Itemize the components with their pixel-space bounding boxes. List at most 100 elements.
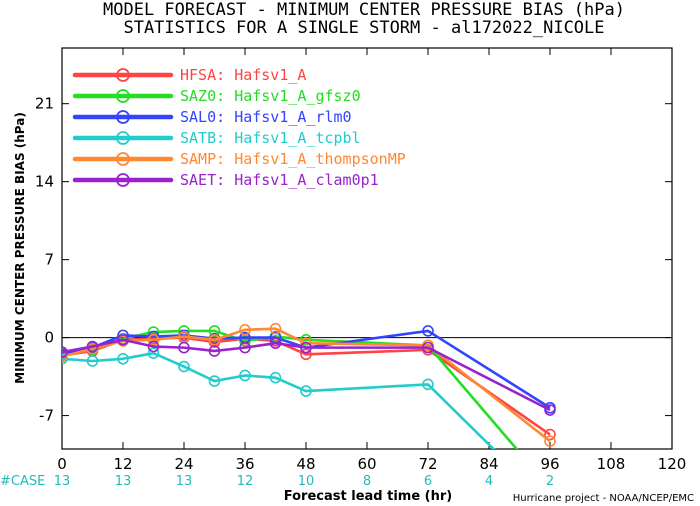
- y-tick-label: 7: [44, 251, 54, 269]
- case-count: 2: [546, 474, 554, 489]
- legend: HFSA: Hafsv1_A SAZ0: Hafsv1_A_gfsz0 SAL0: …: [72, 66, 406, 189]
- data-point: [544, 404, 556, 416]
- legend-series-name: SAZ0: [180, 87, 216, 105]
- legend-label: SAL0: Hafsv1_A_rlm0: [180, 108, 352, 126]
- legend-item-samp: SAMP: Hafsv1_A_thompsonMP: [72, 150, 406, 168]
- legend-marker: [116, 89, 130, 103]
- series-line: [62, 351, 496, 449]
- y-tick-label: -7: [39, 407, 54, 425]
- legend-label: SATB: Hafsv1_A_tcpbl: [180, 129, 361, 147]
- data-point: [86, 355, 99, 367]
- legend-series-name: SAMP: [180, 150, 216, 168]
- data-point: [62, 350, 68, 363]
- legend-series-name: SAL0: [180, 108, 216, 126]
- legend-series-desc: Hafsv1_A_rlm0: [234, 108, 351, 126]
- chart-title: MODEL FORECAST - MINIMUM CENTER PRESSURE…: [103, 0, 625, 20]
- data-point: [117, 334, 129, 346]
- series-layer: [62, 322, 556, 449]
- legend-colon: :: [216, 87, 234, 105]
- data-point: [422, 341, 434, 354]
- x-axis: 0 12 24 36 48 60 72 84 96 108 120: [57, 48, 686, 473]
- case-counts: 13 13 13 12 10 8 6 4 2: [54, 474, 554, 489]
- x-tick-label: 84: [479, 455, 498, 473]
- y-tick-label: 14: [35, 173, 54, 191]
- x-tick-label: 60: [357, 455, 376, 473]
- data-point: [239, 335, 251, 347]
- data-point: [208, 325, 221, 337]
- legend-item-saz0: SAZ0: Hafsv1_A_gfsz0: [72, 87, 361, 105]
- case-count: 13: [115, 474, 132, 489]
- data-point: [239, 369, 251, 382]
- data-point: [239, 341, 251, 354]
- legend-label: HFSA: Hafsv1_A: [180, 66, 306, 84]
- x-tick-label: 48: [296, 455, 315, 473]
- legend-series-desc: Hafsv1_A: [234, 66, 306, 84]
- data-point: [269, 371, 282, 384]
- case-count: 6: [424, 474, 432, 489]
- series-line: [62, 327, 551, 443]
- legend-series-desc: Hafsv1_A_gfsz0: [234, 87, 360, 105]
- legend-label: SAMP: Hafsv1_A_thompsonMP: [180, 150, 406, 168]
- legend-marker: [116, 110, 130, 124]
- data-point: [147, 340, 160, 353]
- legend-series-desc: Hafsv1_A_clam0p1: [234, 171, 379, 189]
- case-label: #CASE: [0, 474, 45, 489]
- series-line: [62, 338, 551, 412]
- legend-marker: [116, 173, 130, 187]
- data-point: [178, 360, 190, 373]
- legend-colon: :: [216, 129, 234, 147]
- data-point: [178, 330, 190, 343]
- legend-colon: :: [216, 108, 234, 126]
- y-tick-label: 21: [35, 95, 54, 113]
- data-point: [300, 348, 312, 361]
- x-tick-label: 0: [57, 455, 67, 473]
- x-tick-label: 36: [235, 455, 254, 473]
- x-tick-label: 12: [113, 455, 132, 473]
- legend-series-desc: Hafsv1_A_tcpbl: [234, 129, 360, 147]
- case-count: 13: [54, 474, 71, 489]
- data-point: [147, 347, 160, 360]
- x-tick-label: 96: [540, 455, 559, 473]
- case-count: 13: [176, 474, 193, 489]
- y-axis-label: MINIMUM CENTER PRESSURE BIAS (hPa): [13, 112, 27, 384]
- legend-label: SAZ0: Hafsv1_A_gfsz0: [180, 87, 361, 105]
- data-point: [117, 352, 129, 365]
- data-point: [269, 322, 282, 335]
- data-point: [239, 324, 251, 336]
- series-saet: [62, 334, 556, 416]
- data-point: [544, 435, 556, 448]
- legend-item-saet: SAET: Hafsv1_A_clam0p1: [72, 171, 379, 189]
- legend-colon: :: [216, 171, 234, 189]
- data-point: [178, 341, 190, 354]
- case-count: 8: [363, 474, 371, 489]
- legend-series-name: HFSA: [180, 66, 216, 84]
- data-point: [300, 385, 312, 397]
- legend-series-name: SATB: [180, 129, 216, 147]
- legend-marker: [116, 131, 130, 145]
- legend-series-desc: Hafsv1_A_thompsonMP: [234, 150, 406, 168]
- data-point: [300, 341, 312, 354]
- chart-subtitle: STATISTICS FOR A SINGLE STORM - al172022…: [123, 18, 604, 38]
- case-count: 12: [237, 474, 254, 489]
- y-tick-label: 0: [44, 329, 54, 347]
- legend-colon: :: [216, 150, 234, 168]
- case-count: 10: [298, 474, 315, 489]
- legend-marker: [116, 68, 130, 82]
- legend-label: SAET: Hafsv1_A_clam0p1: [180, 171, 379, 189]
- x-tick-label: 24: [174, 455, 193, 473]
- series-satb: [62, 347, 496, 449]
- legend-item-sal0: SAL0: Hafsv1_A_rlm0: [72, 108, 352, 126]
- data-point: [422, 325, 434, 337]
- data-point: [147, 334, 160, 346]
- data-point: [208, 375, 221, 387]
- data-point: [86, 340, 99, 353]
- data-point: [269, 337, 282, 349]
- legend-colon: :: [216, 66, 234, 84]
- case-count: 4: [485, 474, 493, 489]
- data-point: [544, 428, 556, 441]
- legend-marker: [116, 152, 130, 166]
- credit-text: Hurricane project - NOAA/NCEP/EMC: [513, 493, 694, 504]
- x-tick-label: 108: [597, 455, 626, 473]
- data-point: [208, 345, 221, 357]
- x-tick-label: 72: [418, 455, 437, 473]
